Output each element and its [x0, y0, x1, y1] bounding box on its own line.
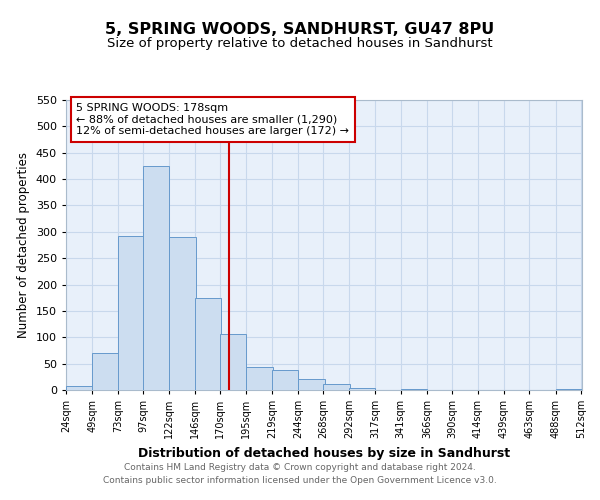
Bar	[169, 237, 196, 390]
Text: Size of property relative to detached houses in Sandhurst: Size of property relative to detached ho…	[107, 38, 493, 51]
Text: 5 SPRING WOODS: 178sqm
← 88% of detached houses are smaller (1,290)
12% of semi-: 5 SPRING WOODS: 178sqm ← 88% of detached…	[76, 103, 349, 136]
Bar	[143, 166, 169, 390]
X-axis label: Distribution of detached houses by size in Sandhurst: Distribution of detached houses by size …	[138, 446, 510, 460]
Text: 5, SPRING WOODS, SANDHURST, GU47 8PU: 5, SPRING WOODS, SANDHURST, GU47 8PU	[106, 22, 494, 38]
Bar	[195, 298, 221, 390]
Bar	[92, 353, 119, 390]
Bar	[272, 370, 298, 390]
Bar	[220, 334, 247, 390]
Bar	[349, 388, 375, 390]
Text: Contains HM Land Registry data © Crown copyright and database right 2024.: Contains HM Land Registry data © Crown c…	[124, 462, 476, 471]
Bar	[118, 236, 144, 390]
Bar	[247, 367, 273, 390]
Bar	[66, 386, 92, 390]
Text: Contains public sector information licensed under the Open Government Licence v3: Contains public sector information licen…	[103, 476, 497, 485]
Bar	[556, 389, 582, 390]
Bar	[323, 384, 350, 390]
Bar	[298, 380, 325, 390]
Y-axis label: Number of detached properties: Number of detached properties	[17, 152, 30, 338]
